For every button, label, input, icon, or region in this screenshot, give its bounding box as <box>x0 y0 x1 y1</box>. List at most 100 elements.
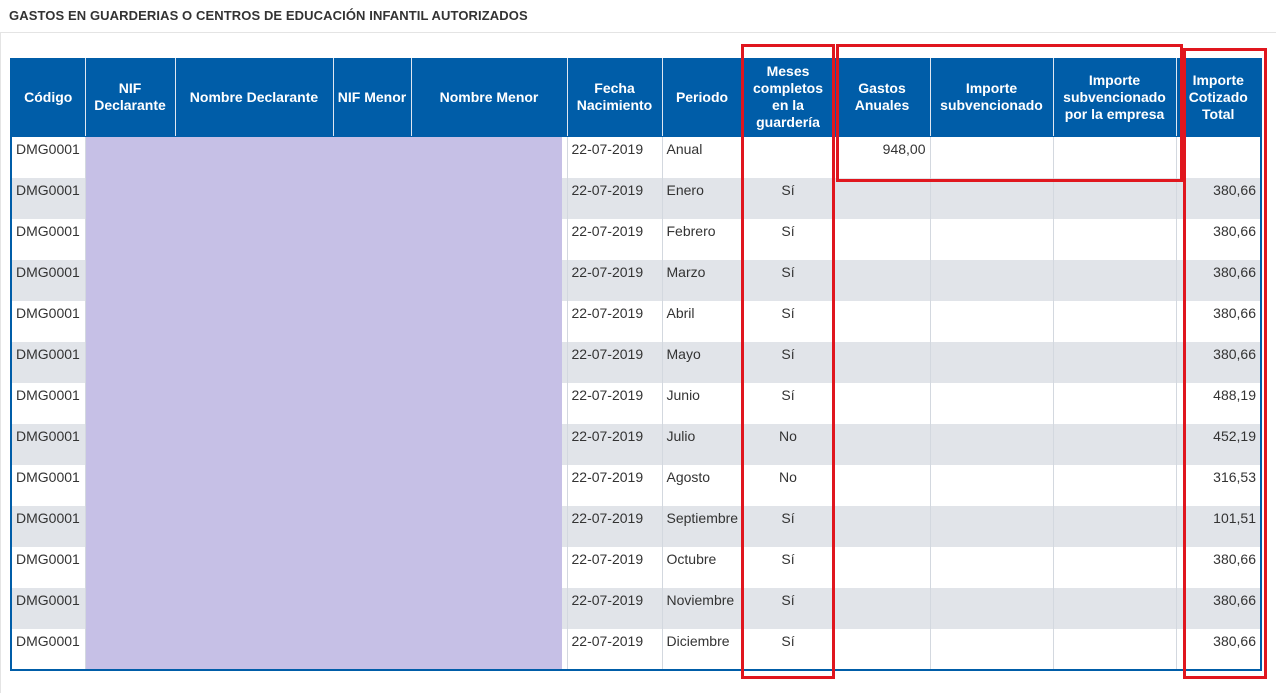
cell-fecha-nacimiento: 22-07-2019 <box>567 505 663 547</box>
cell-gastos-anuales <box>834 177 931 219</box>
column-header-importe-subvencionado[interactable]: Importe subvencionado <box>930 58 1054 137</box>
cell-importe-subvencionado <box>930 382 1054 424</box>
highlight-box-meses <box>741 44 835 679</box>
cell-meses-completos: Sí <box>742 505 835 547</box>
cell-codigo: DMG0001 <box>11 628 86 670</box>
cell-periodo: Agosto <box>662 464 743 506</box>
cell-fecha-nacimiento: 22-07-2019 <box>567 628 663 670</box>
cell-importe-subvencionado-empresa <box>1053 382 1177 424</box>
cell-importe-subvencionado-empresa <box>1053 587 1177 629</box>
cell-importe-subvencionado <box>930 628 1054 670</box>
cell-meses-completos: Sí <box>742 587 835 629</box>
cell-importe-subvencionado-empresa <box>1053 546 1177 588</box>
cell-importe-cotizado-total <box>1176 136 1262 178</box>
cell-importe-cotizado-total: 488,19 <box>1176 382 1262 424</box>
highlight-box-total <box>1183 48 1267 679</box>
cell-meses-completos: No <box>742 423 835 465</box>
cell-gastos-anuales <box>834 423 931 465</box>
column-header-gastos-anuales[interactable]: Gastos Anuales <box>834 58 931 137</box>
cell-codigo: DMG0001 <box>11 464 86 506</box>
section-title: GASTOS EN GUARDERIAS O CENTROS DE EDUCAC… <box>9 8 528 23</box>
cell-codigo: DMG0001 <box>11 136 86 178</box>
cell-importe-cotizado-total: 316,53 <box>1176 464 1262 506</box>
column-header-importe-cotizado-total[interactable]: Importe Cotizado Total <box>1176 58 1261 137</box>
cell-codigo: DMG0001 <box>11 300 86 342</box>
cell-periodo: Marzo <box>662 259 743 301</box>
cell-importe-subvencionado <box>930 136 1054 178</box>
table-row[interactable]: DMG0001 22-07-2019 Mayo Sí 380,66 <box>11 341 1262 383</box>
redaction-overlay <box>86 137 562 669</box>
column-header-fecha-nacimiento[interactable]: Fecha Nacimiento <box>567 58 663 137</box>
cell-importe-subvencionado <box>930 546 1054 588</box>
cell-importe-subvencionado <box>930 259 1054 301</box>
cell-importe-cotizado-total: 380,66 <box>1176 628 1262 670</box>
cell-meses-completos: Sí <box>742 218 835 260</box>
column-header-codigo[interactable]: Código <box>11 58 86 137</box>
cell-fecha-nacimiento: 22-07-2019 <box>567 587 663 629</box>
cell-importe-subvencionado <box>930 177 1054 219</box>
cell-importe-cotizado-total: 380,66 <box>1176 300 1262 342</box>
cell-meses-completos: Sí <box>742 546 835 588</box>
cell-importe-cotizado-total: 452,19 <box>1176 423 1262 465</box>
cell-gastos-anuales <box>834 628 931 670</box>
table-row[interactable]: DMG0001 22-07-2019 Diciembre Sí 380,66 <box>11 628 1262 670</box>
cell-periodo: Diciembre <box>662 628 743 670</box>
cell-periodo: Mayo <box>662 341 743 383</box>
cell-periodo: Julio <box>662 423 743 465</box>
highlight-box-gastos-importes <box>836 44 1183 182</box>
cell-importe-subvencionado-empresa <box>1053 423 1177 465</box>
cell-meses-completos: Sí <box>742 628 835 670</box>
cell-importe-cotizado-total: 380,66 <box>1176 546 1262 588</box>
cell-gastos-anuales <box>834 464 931 506</box>
cell-gastos-anuales <box>834 341 931 383</box>
cell-fecha-nacimiento: 22-07-2019 <box>567 259 663 301</box>
cell-importe-subvencionado <box>930 505 1054 547</box>
cell-importe-subvencionado-empresa <box>1053 505 1177 547</box>
cell-importe-subvencionado-empresa <box>1053 259 1177 301</box>
cell-meses-completos: No <box>742 464 835 506</box>
column-header-nombre-declarante[interactable]: Nombre Declarante <box>175 58 334 137</box>
cell-periodo: Octubre <box>662 546 743 588</box>
cell-importe-subvencionado-empresa <box>1053 341 1177 383</box>
cell-importe-subvencionado-empresa <box>1053 628 1177 670</box>
cell-gastos-anuales <box>834 218 931 260</box>
cell-importe-subvencionado-empresa <box>1053 177 1177 219</box>
cell-importe-subvencionado-empresa <box>1053 218 1177 260</box>
cell-gastos-anuales <box>834 505 931 547</box>
cell-codigo: DMG0001 <box>11 546 86 588</box>
cell-codigo: DMG0001 <box>11 177 86 219</box>
cell-meses-completos: Sí <box>742 382 835 424</box>
cell-importe-subvencionado-empresa <box>1053 464 1177 506</box>
column-header-nif-declarante[interactable]: NIF Declarante <box>85 58 176 137</box>
column-header-periodo[interactable]: Periodo <box>662 58 743 137</box>
cell-meses-completos: Sí <box>742 177 835 219</box>
cell-importe-cotizado-total: 101,51 <box>1176 505 1262 547</box>
cell-importe-cotizado-total: 380,66 <box>1176 177 1262 219</box>
column-header-nif-menor[interactable]: NIF Menor <box>333 58 412 137</box>
cell-periodo: Anual <box>662 136 743 178</box>
cell-importe-cotizado-total: 380,66 <box>1176 587 1262 629</box>
cell-gastos-anuales <box>834 259 931 301</box>
cell-fecha-nacimiento: 22-07-2019 <box>567 546 663 588</box>
cell-periodo: Junio <box>662 382 743 424</box>
cell-codigo: DMG0001 <box>11 505 86 547</box>
cell-periodo: Noviembre <box>662 587 743 629</box>
cell-codigo: DMG0001 <box>11 259 86 301</box>
cell-importe-subvencionado <box>930 218 1054 260</box>
column-header-nombre-menor[interactable]: Nombre Menor <box>411 58 568 137</box>
cell-fecha-nacimiento: 22-07-2019 <box>567 300 663 342</box>
cell-periodo: Septiembre <box>662 505 743 547</box>
cell-periodo: Abril <box>662 300 743 342</box>
cell-importe-subvencionado <box>930 300 1054 342</box>
cell-fecha-nacimiento: 22-07-2019 <box>567 423 663 465</box>
cell-gastos-anuales <box>834 300 931 342</box>
cell-importe-subvencionado-empresa <box>1053 136 1177 178</box>
cell-importe-subvencionado <box>930 587 1054 629</box>
cell-fecha-nacimiento: 22-07-2019 <box>567 218 663 260</box>
column-header-meses-completos[interactable]: Meses completos en la guardería <box>742 58 835 137</box>
column-header-importe-subvencionado-empresa[interactable]: Importe subvencionado por la empresa <box>1053 58 1177 137</box>
cell-meses-completos: Sí <box>742 300 835 342</box>
table-header-row: Código NIF Declarante Nombre Declarante … <box>11 58 1261 137</box>
cell-importe-subvencionado <box>930 423 1054 465</box>
cell-fecha-nacimiento: 22-07-2019 <box>567 177 663 219</box>
